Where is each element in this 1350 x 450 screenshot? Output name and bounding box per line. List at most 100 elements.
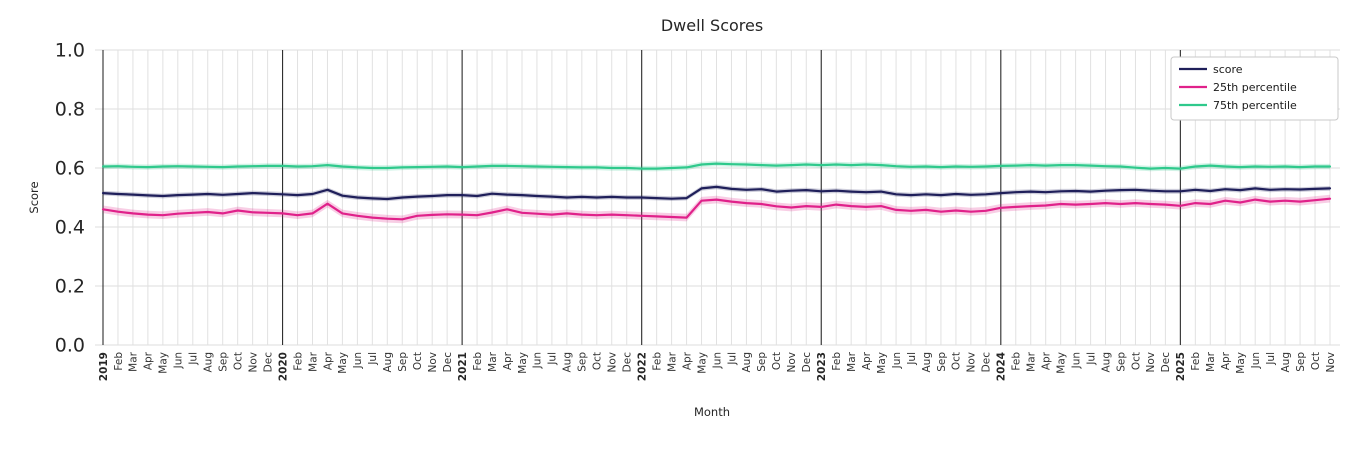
x-tick-Nov: Nov (786, 352, 798, 373)
x-tick-May: May (876, 352, 888, 374)
75th-percentile-line (101, 162, 1332, 170)
y-tick-1.0: 1.0 (55, 40, 85, 62)
x-tick-May: May (517, 352, 529, 374)
series-layer (101, 160, 1332, 224)
x-tick-2023: 2023 (816, 352, 828, 381)
x-tick-Mar: Mar (846, 351, 858, 371)
x-tick-Jul: Jul (188, 352, 200, 366)
x-tick-Mar: Mar (487, 351, 499, 371)
x-tick-Feb: Feb (1011, 352, 1023, 371)
y-tick-0.2: 0.2 (55, 276, 85, 298)
y-tick-labels: 0.0 0.2 0.4 0.6 0.8 1.0 (55, 40, 85, 357)
25th-percentile-band (103, 194, 1330, 224)
x-tick-2025: 2025 (1175, 352, 1187, 381)
x-tick-Aug: Aug (1280, 352, 1292, 373)
y-axis-label: Score (27, 181, 41, 213)
legend: score 25th percentile 75th percentile (1170, 56, 1339, 121)
x-tick-Jun: Jun (891, 352, 903, 369)
x-tick-Dec: Dec (262, 352, 274, 373)
x-tick-Nov: Nov (1325, 352, 1337, 373)
x-tick-Jun: Jun (1250, 352, 1262, 369)
x-tick-Apr: Apr (861, 351, 873, 370)
x-tick-2021: 2021 (457, 352, 469, 381)
x-tick-Aug: Aug (203, 352, 215, 373)
x-tick-Nov: Nov (966, 352, 978, 373)
chart-title: Dwell Scores (661, 16, 763, 35)
x-tick-Sep: Sep (756, 352, 768, 372)
x-tick-Oct: Oct (592, 352, 604, 370)
x-tick-Feb: Feb (292, 352, 304, 371)
x-tick-Sep: Sep (1295, 352, 1307, 372)
x-tick-Dec: Dec (622, 352, 634, 373)
x-tick-Sep: Sep (577, 352, 589, 372)
x-tick-May: May (337, 352, 349, 374)
x-tick-Feb: Feb (113, 352, 125, 371)
x-tick-Apr: Apr (1220, 351, 1232, 370)
x-tick-Apr: Apr (1040, 351, 1052, 370)
x-tick-2022: 2022 (636, 352, 648, 381)
x-tick-Jun: Jun (1070, 352, 1082, 369)
year-boundary-lines (102, 50, 1181, 345)
x-tick-Aug: Aug (741, 352, 753, 373)
x-tick-Apr: Apr (143, 351, 155, 370)
x-tick-Dec: Dec (442, 352, 454, 373)
x-tick-Jun: Jun (711, 352, 723, 369)
x-tick-2019: 2019 (98, 352, 110, 381)
x-tick-Sep: Sep (218, 352, 230, 372)
legend-label-25th-percentile: 25th percentile (1213, 81, 1297, 94)
x-tick-Mar: Mar (128, 351, 140, 371)
x-tick-Apr: Apr (502, 351, 514, 370)
score-line (101, 185, 1332, 201)
x-tick-May: May (696, 352, 708, 374)
x-tick-Jul: Jul (1085, 352, 1097, 366)
x-tick-Nov: Nov (427, 352, 439, 373)
25th-percentile-line (101, 197, 1332, 221)
x-tick-2024: 2024 (996, 352, 1008, 381)
x-axis-label: Month (694, 405, 730, 419)
x-tick-Oct: Oct (1130, 352, 1142, 370)
x-tick-Sep: Sep (936, 352, 948, 372)
x-tick-Jul: Jul (726, 352, 738, 366)
x-tick-Oct: Oct (232, 352, 244, 370)
x-tick-Apr: Apr (322, 351, 334, 370)
x-tick-Apr: Apr (681, 351, 693, 370)
x-tick-Dec: Dec (981, 352, 993, 373)
75th-percentile-band (103, 160, 1330, 172)
x-tick-Jul: Jul (906, 352, 918, 366)
x-tick-Dec: Dec (801, 352, 813, 373)
y-tick-0.6: 0.6 (55, 158, 85, 180)
x-tick-Feb: Feb (472, 352, 484, 371)
x-tick-Aug: Aug (921, 352, 933, 373)
x-tick-Jul: Jul (1265, 352, 1277, 366)
x-tick-Aug: Aug (1100, 352, 1112, 373)
x-tick-Sep: Sep (397, 352, 409, 372)
x-tick-Nov: Nov (1145, 352, 1157, 373)
y-tick-0.4: 0.4 (55, 217, 85, 239)
y-tick-0.0: 0.0 (55, 335, 85, 357)
x-tick-Jul: Jul (547, 352, 559, 366)
x-tick-Jun: Jun (532, 352, 544, 369)
x-tick-Mar: Mar (1026, 351, 1038, 371)
x-tick-May: May (1055, 352, 1067, 374)
x-tick-Mar: Mar (307, 351, 319, 371)
x-tick-Mar: Mar (1205, 351, 1217, 371)
legend-label-75th-percentile: 75th percentile (1213, 99, 1297, 112)
x-tick-Jul: Jul (367, 352, 379, 366)
legend-box (1170, 56, 1339, 121)
x-tick-Feb: Feb (651, 352, 663, 371)
x-tick-Nov: Nov (607, 352, 619, 373)
x-tick-labels: 2019 Feb Mar Apr May Jun Jul Aug Sep Oct Nov Dec 202… (98, 351, 1337, 381)
x-tick-Feb: Feb (1190, 352, 1202, 371)
x-tick-Oct: Oct (771, 352, 783, 370)
x-tick-May: May (158, 352, 170, 374)
y-tick-0.8: 0.8 (55, 99, 85, 121)
x-tick-Oct: Oct (951, 352, 963, 370)
x-tick-Sep: Sep (1115, 352, 1127, 372)
grid-lines (95, 49, 1340, 346)
x-tick-Oct: Oct (1310, 352, 1322, 370)
x-tick-Oct: Oct (412, 352, 424, 370)
x-tick-2020: 2020 (277, 352, 289, 381)
x-tick-Nov: Nov (247, 352, 259, 373)
